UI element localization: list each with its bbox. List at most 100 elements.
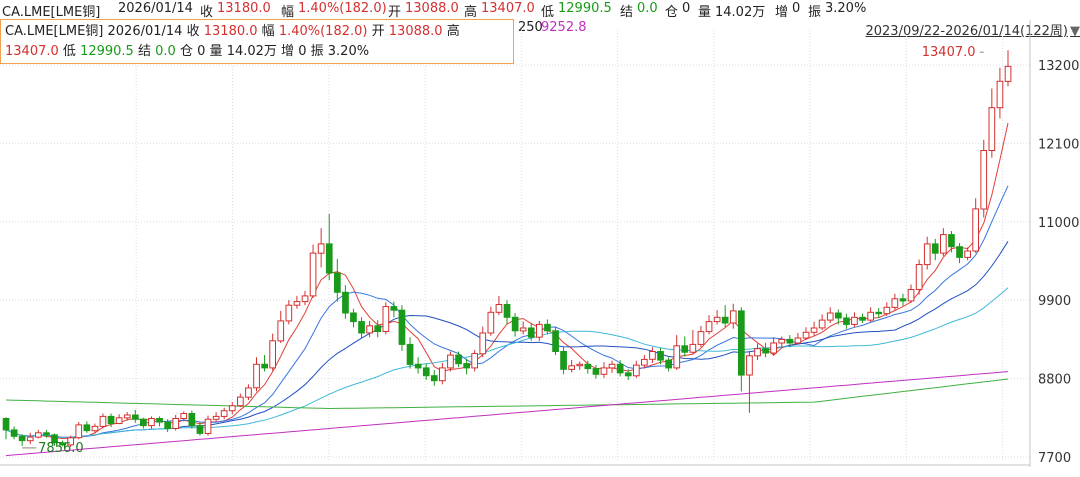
candle-body <box>713 316 721 323</box>
header-oi-label: 仓 <box>665 5 679 20</box>
info-open: 13088.0 <box>388 24 443 39</box>
candle-body <box>883 306 891 315</box>
header-symbol: CA.LME[LME铜] <box>2 5 101 20</box>
candle-body <box>293 301 301 306</box>
info-volume: 14.02万 <box>226 44 277 59</box>
candle-body <box>907 289 915 302</box>
candle-body <box>875 311 883 315</box>
candle-body <box>285 304 293 322</box>
candle-body <box>447 354 454 369</box>
candle-body <box>818 319 826 329</box>
candle-body <box>592 368 600 375</box>
header-amp: 3.20% <box>825 1 867 16</box>
header-low-label: 低 <box>541 5 555 20</box>
candle-body <box>18 435 26 442</box>
candle-body <box>253 363 260 389</box>
ma-120-line <box>5 371 1009 457</box>
candle-body <box>649 351 656 360</box>
candle-body <box>204 418 212 435</box>
candle-body <box>560 351 567 370</box>
candle-body <box>851 316 858 325</box>
header-volume: 14.02万 <box>715 5 766 20</box>
candle-body <box>511 316 519 332</box>
candle-body <box>940 234 947 254</box>
candle-body <box>988 107 996 151</box>
header-change: 1.40%(182.0) <box>298 1 387 16</box>
date-range-text: 2023/09/22-2026/01/14(122周) <box>865 24 1068 39</box>
candle-body <box>325 243 333 274</box>
candle-body <box>915 264 923 290</box>
header-open: 13088.0 <box>405 1 459 16</box>
header-settle-label: 结 <box>620 5 634 20</box>
header-amp-label: 振 <box>808 5 822 20</box>
candle-body <box>762 348 769 354</box>
info-change-label: 幅 <box>261 24 275 39</box>
candle-body <box>487 311 495 334</box>
candle-body <box>26 436 34 442</box>
candle-body <box>317 243 325 254</box>
candle-body <box>59 442 66 446</box>
chevron-down-icon: ▼ <box>1070 24 1080 39</box>
candle-body <box>51 434 58 444</box>
candle-body <box>374 325 382 332</box>
candle-body <box>430 375 438 382</box>
candle-body <box>398 309 406 345</box>
y-tick-label: 7700 <box>1038 451 1071 466</box>
y-tick-label: 11000 <box>1038 216 1079 231</box>
candle-body <box>107 415 115 424</box>
candle-body <box>471 353 478 369</box>
candle-body <box>843 317 850 325</box>
info-open-label: 开 <box>371 24 385 39</box>
candle-body <box>172 418 180 429</box>
candle-body <box>414 363 422 369</box>
candle-body <box>859 316 866 321</box>
candle-body <box>309 252 317 297</box>
header-low: 12990.5 <box>558 1 612 16</box>
candle-body <box>422 367 430 377</box>
candle-body <box>301 295 309 303</box>
candle-body <box>156 418 163 423</box>
candle-body <box>503 304 511 318</box>
candle-body <box>899 298 907 302</box>
candle-body <box>463 363 470 369</box>
low-label: 7856.0 <box>38 441 83 456</box>
candle-body <box>10 429 18 437</box>
candle-body <box>228 405 236 412</box>
info-high-label: 高 <box>446 24 460 39</box>
candle-body <box>576 363 584 367</box>
candle-body <box>99 415 107 427</box>
header-close-label: 收 <box>200 5 214 20</box>
candle-body <box>495 304 503 313</box>
candle-body <box>196 425 204 434</box>
y-tick-label: 12100 <box>1038 137 1079 152</box>
candle-body <box>1004 65 1012 82</box>
date-range-selector[interactable]: 2023/09/22-2026/01/14(122周) ▼ <box>865 20 1080 39</box>
candle-body <box>140 418 147 427</box>
candle-body <box>867 311 874 321</box>
candle-body <box>972 208 979 252</box>
info-symbol: CA.LME[LME铜] <box>5 24 104 39</box>
candle-body <box>665 359 672 369</box>
header-open-label: 开 <box>388 5 402 20</box>
ma-5-line <box>5 122 1009 440</box>
header-volume-label: 量 <box>698 5 712 20</box>
candle-body <box>43 432 50 436</box>
info-add: 0 <box>298 44 307 59</box>
candle-body <box>115 417 123 424</box>
info-oi-label: 仓 <box>179 44 193 59</box>
candle-body <box>697 331 705 345</box>
candle-body <box>948 234 955 248</box>
candle-body <box>681 345 689 353</box>
candle-body <box>641 358 648 366</box>
info-change: 1.40%(182.0) <box>278 24 368 39</box>
info-low: 12990.5 <box>80 44 134 59</box>
candle-body <box>964 250 971 258</box>
candle-body <box>237 396 244 407</box>
info-line-2: 13407.0 低 12990.5 结 0.0 仓 0 量 14.02万 增 0… <box>5 42 509 62</box>
header-close: 13180.0 <box>217 1 271 16</box>
candle-body <box>35 432 42 438</box>
candle-body <box>673 345 681 369</box>
candle-body <box>245 387 252 398</box>
header-settle: 0.0 <box>637 1 658 16</box>
candle-body <box>164 421 172 430</box>
